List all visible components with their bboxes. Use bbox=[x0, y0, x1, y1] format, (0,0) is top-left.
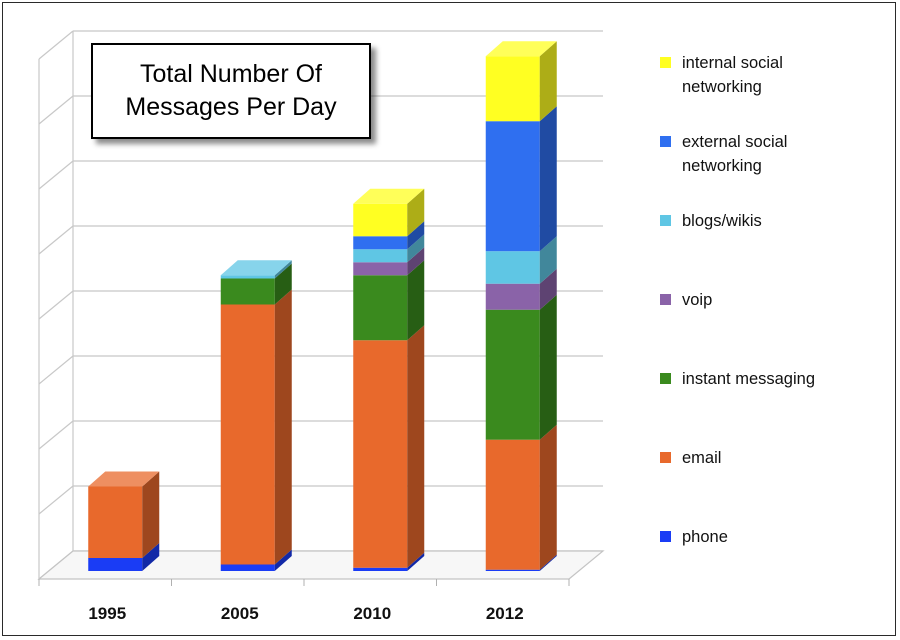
legend-swatch-blogs-wikis bbox=[660, 215, 671, 226]
chart-title-line-2: Messages Per Day bbox=[125, 93, 337, 121]
bar-side-2010-email bbox=[407, 325, 425, 568]
bar-side-2005-blogs-wikis bbox=[274, 260, 292, 279]
legend-swatch-internal-social-networking bbox=[660, 57, 671, 68]
legend-label-blogs-wikis: blogs/wikis bbox=[682, 212, 762, 230]
legend-label-external-social-networking: networking bbox=[682, 157, 762, 175]
x-tick-label-2012: 2012 bbox=[486, 604, 524, 623]
bar-side-2010-phone bbox=[407, 552, 425, 571]
bar-side-2005-email bbox=[274, 289, 292, 565]
bar-side-2010-instant-messaging bbox=[407, 260, 425, 341]
bar-side-2005-instant-messaging bbox=[274, 263, 292, 305]
bar-2005-phone bbox=[220, 564, 275, 571]
gridline-wall bbox=[38, 485, 74, 515]
gridline-wall bbox=[38, 30, 74, 60]
gridline-wall bbox=[38, 225, 74, 255]
legend-swatch-phone bbox=[660, 531, 671, 542]
bar-side-2012-voip bbox=[539, 268, 557, 310]
bar-2010-phone bbox=[353, 567, 408, 571]
bar-2010-internal-social-networking bbox=[353, 203, 408, 237]
bar-2010-instant-messaging bbox=[353, 275, 408, 341]
bar-2010-email bbox=[353, 340, 408, 568]
x-tick-label-1995: 1995 bbox=[88, 604, 126, 623]
legend-label-instant-messaging: instant messaging bbox=[682, 370, 815, 388]
chart-canvas: 1995 2005 2010 2012 internal social networkin… bbox=[37, 30, 815, 623]
bar-side-2010-voip bbox=[407, 247, 425, 276]
bar-top-2012 bbox=[485, 41, 557, 57]
bar-2005-blogs-wikis bbox=[220, 275, 275, 279]
bar-side-2010-blogs-wikis bbox=[407, 234, 425, 263]
legend-label-voip: voip bbox=[682, 291, 712, 309]
bar-side-2012-email bbox=[539, 424, 557, 570]
bar-side-1995-email bbox=[142, 471, 160, 558]
bar-2012-voip bbox=[485, 283, 540, 310]
chart-title-line-1: Total Number Of bbox=[139, 60, 322, 88]
bar-2010-voip bbox=[353, 262, 408, 276]
bar-side-1995-phone bbox=[142, 543, 160, 571]
bar-1995-email bbox=[88, 486, 143, 558]
gridline-wall bbox=[38, 290, 74, 320]
legend-label-internal-social-networking: networking bbox=[682, 78, 762, 96]
bar-2010-external-social-networking bbox=[353, 236, 408, 250]
gridline-wall bbox=[38, 420, 74, 450]
bar-2012-phone bbox=[485, 569, 540, 571]
gridline-wall bbox=[38, 95, 74, 125]
bar-top-2005 bbox=[220, 260, 292, 276]
bar-2012-instant-messaging bbox=[485, 309, 540, 440]
bar-2005-instant-messaging bbox=[220, 278, 275, 305]
bar-2012-external-social-networking bbox=[485, 121, 540, 252]
legend-swatch-voip bbox=[660, 294, 671, 305]
legend-label-email: email bbox=[682, 449, 721, 467]
legend-label-external-social-networking: external social bbox=[682, 133, 787, 151]
gridline-wall bbox=[38, 160, 74, 190]
bar-top-1995 bbox=[88, 471, 160, 487]
bar-2012-blogs-wikis bbox=[485, 251, 540, 284]
bar-2012-email bbox=[485, 439, 540, 570]
gridline-wall bbox=[38, 355, 74, 385]
bar-side-2012-phone bbox=[539, 554, 557, 571]
bar-1995-phone bbox=[88, 558, 143, 571]
x-tick-label-2010: 2010 bbox=[353, 604, 391, 623]
floor bbox=[37, 550, 605, 580]
legend-swatch-email bbox=[660, 452, 671, 463]
bar-2012-internal-social-networking bbox=[485, 56, 540, 122]
legend-label-phone: phone bbox=[682, 528, 728, 546]
bar-2010-blogs-wikis bbox=[353, 249, 408, 263]
bar-side-2010-external-social-networking bbox=[407, 221, 425, 250]
x-tick-label-2005: 2005 bbox=[221, 604, 259, 623]
legend-swatch-external-social-networking bbox=[660, 136, 671, 147]
bar-side-2012-internal-social-networking bbox=[539, 41, 557, 122]
bar-top-2010 bbox=[353, 188, 425, 204]
bar-side-2012-blogs-wikis bbox=[539, 236, 557, 284]
bar-side-2005-phone bbox=[274, 549, 292, 571]
chart-title: Total Number Of Messages Per Day bbox=[91, 43, 371, 139]
legend-swatch-instant-messaging bbox=[660, 373, 671, 384]
bar-side-2010-internal-social-networking bbox=[407, 188, 425, 237]
bar-side-2012-instant-messaging bbox=[539, 294, 557, 440]
bar-side-2012-external-social-networking bbox=[539, 106, 557, 252]
bar-2005-email bbox=[220, 304, 275, 565]
legend-label-internal-social-networking: internal social bbox=[682, 54, 783, 72]
